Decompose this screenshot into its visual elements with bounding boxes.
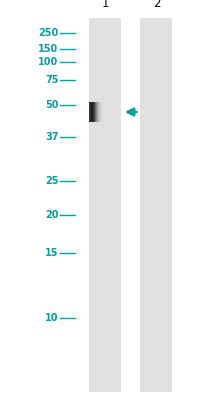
Text: 2: 2 [152,0,159,10]
Text: 25: 25 [45,176,58,186]
Text: 20: 20 [45,210,58,220]
Text: 1: 1 [101,0,108,10]
Text: 50: 50 [45,100,58,110]
Bar [140,18,171,392]
Text: 150: 150 [38,44,58,54]
Text: 37: 37 [45,132,58,142]
Text: 250: 250 [38,28,58,38]
Text: 75: 75 [45,75,58,85]
Text: 15: 15 [45,248,58,258]
Text: 10: 10 [45,313,58,323]
Text: 100: 100 [38,57,58,67]
Bar [89,18,120,392]
